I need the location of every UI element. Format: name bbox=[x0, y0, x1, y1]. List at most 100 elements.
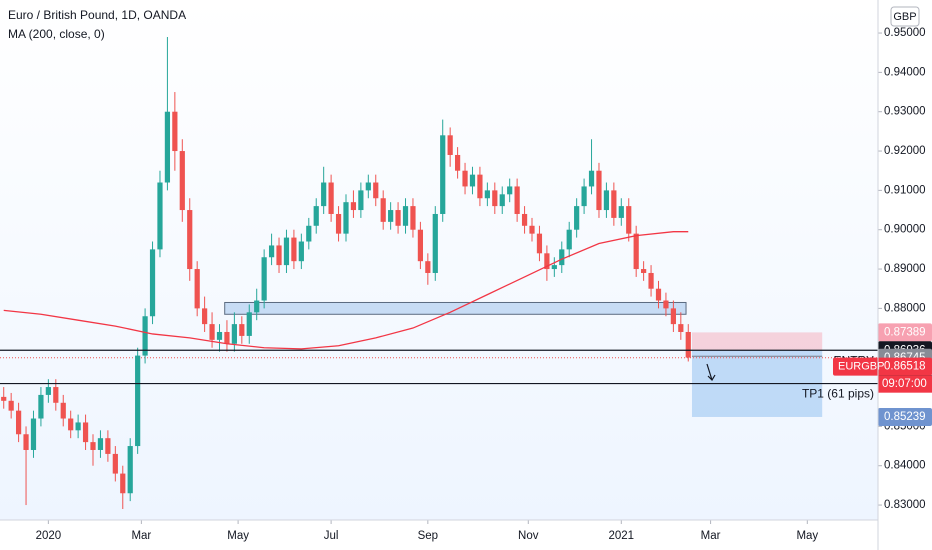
candle-body bbox=[603, 190, 610, 211]
candle-body bbox=[1, 396, 7, 401]
candle-body bbox=[529, 225, 535, 234]
price-label-bg bbox=[878, 323, 932, 342]
candle-body bbox=[268, 245, 275, 258]
price-label: 0.87389 bbox=[884, 326, 926, 338]
candle-body bbox=[30, 418, 37, 450]
candle-body bbox=[596, 170, 602, 211]
candle-body bbox=[261, 257, 267, 301]
candle-body bbox=[335, 213, 342, 234]
y-tick-label: 0.92000 bbox=[884, 145, 926, 157]
candle-body bbox=[574, 206, 580, 230]
symbol-name: EURGBP bbox=[838, 361, 884, 373]
candle-body bbox=[544, 253, 550, 270]
candle-body bbox=[648, 272, 654, 289]
candle-body bbox=[462, 170, 468, 187]
y-tick-label: 0.95000 bbox=[884, 27, 926, 39]
candle-body bbox=[477, 174, 483, 199]
candle-body bbox=[521, 213, 528, 226]
candle-body bbox=[157, 182, 163, 250]
candle-body bbox=[291, 237, 297, 262]
x-tick-label: 2020 bbox=[36, 530, 62, 542]
x-tick-label: 2021 bbox=[608, 530, 634, 542]
candle-body bbox=[112, 453, 118, 474]
symbol-label-bg bbox=[833, 357, 932, 376]
countdown: 09:07:00 bbox=[882, 378, 927, 390]
candle-body bbox=[135, 355, 141, 447]
candle-body bbox=[164, 111, 171, 183]
y-tick-label: 0.83000 bbox=[884, 499, 926, 511]
candle-body bbox=[685, 331, 691, 358]
x-tick-label: May bbox=[227, 530, 249, 542]
arrow bbox=[706, 363, 716, 381]
candle-body bbox=[172, 111, 178, 152]
level-label: TP1 (61 pips) bbox=[802, 387, 874, 401]
countdown-bg bbox=[878, 375, 932, 393]
candle-body bbox=[321, 182, 327, 207]
candle-body bbox=[246, 312, 252, 336]
candle-body bbox=[209, 324, 215, 340]
candle-body bbox=[633, 233, 639, 270]
candle-body bbox=[514, 186, 520, 214]
candle-body bbox=[447, 135, 453, 155]
candle-body bbox=[402, 206, 409, 226]
candle-body bbox=[142, 316, 148, 356]
y-tick-label: 0.91000 bbox=[884, 184, 926, 196]
unit-box[interactable] bbox=[890, 6, 920, 27]
candle-body bbox=[68, 418, 74, 431]
candle-body bbox=[358, 190, 364, 211]
candle-body bbox=[313, 206, 319, 226]
zone bbox=[224, 301, 687, 315]
candle-body bbox=[395, 210, 401, 226]
candle-body bbox=[38, 394, 44, 419]
candle-body bbox=[216, 331, 223, 340]
candle-body bbox=[23, 434, 29, 450]
candle-body bbox=[432, 213, 438, 273]
candle-body bbox=[179, 151, 185, 211]
candle-body bbox=[8, 400, 14, 411]
y-tick-label: 0.88000 bbox=[884, 302, 926, 314]
candle-body bbox=[306, 225, 312, 242]
candle-body bbox=[239, 324, 245, 336]
candle-body bbox=[120, 473, 126, 494]
candle-body bbox=[60, 402, 66, 419]
plot-background bbox=[0, 0, 878, 520]
unit-label: GBP bbox=[893, 11, 916, 23]
candle-body bbox=[678, 324, 684, 332]
candle-body bbox=[581, 186, 587, 207]
candle-body bbox=[618, 206, 624, 218]
candle-body bbox=[187, 210, 193, 270]
candle-body bbox=[75, 422, 81, 431]
candle-body bbox=[149, 249, 156, 317]
candle-body bbox=[276, 245, 282, 266]
candle-body bbox=[105, 438, 111, 454]
candle-body bbox=[469, 174, 476, 187]
candle-body bbox=[425, 261, 431, 273]
candle-body bbox=[551, 265, 557, 270]
candle-body bbox=[15, 410, 22, 435]
candle-body bbox=[194, 269, 200, 309]
candle-body bbox=[350, 202, 357, 211]
y-tick-label: 0.90000 bbox=[884, 224, 926, 236]
candle-body bbox=[670, 308, 676, 325]
candle-body bbox=[626, 206, 632, 234]
candle-body bbox=[202, 308, 208, 325]
candle-body bbox=[410, 206, 416, 230]
candle-body bbox=[655, 288, 662, 301]
price-label-bg bbox=[878, 407, 932, 426]
candle-body bbox=[559, 249, 565, 266]
candle-body bbox=[663, 300, 669, 309]
candle-body bbox=[454, 154, 461, 171]
candle-body bbox=[365, 182, 371, 191]
x-tick-label: Mar bbox=[701, 530, 721, 542]
candle-body bbox=[641, 269, 647, 273]
candle-body bbox=[492, 190, 498, 207]
candle-body bbox=[53, 387, 59, 403]
candle-body bbox=[343, 202, 349, 234]
candle-body bbox=[388, 210, 394, 222]
position-stop bbox=[691, 332, 823, 351]
indicator-legend: MA (200, close, 0) bbox=[8, 27, 105, 41]
candle-body bbox=[45, 387, 51, 395]
candle-body bbox=[283, 237, 290, 266]
chart-title: Euro / British Pound, 1D, OANDA bbox=[8, 8, 186, 22]
